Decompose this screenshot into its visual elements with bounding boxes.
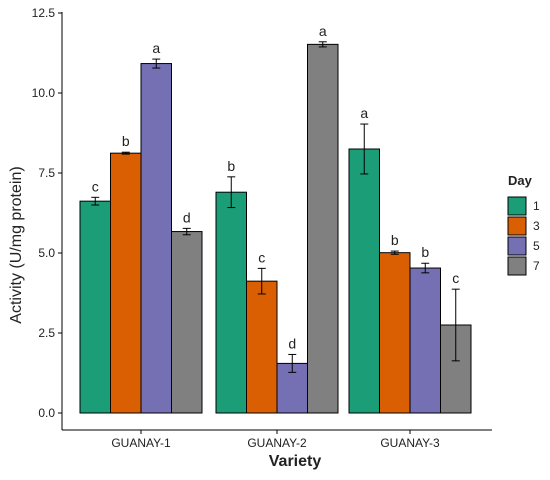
significance-letter: b	[421, 244, 429, 260]
x-tick-label: GUANAY-1	[111, 436, 171, 450]
legend-swatch-day-1	[507, 196, 527, 216]
legend-swatch-day-3	[507, 216, 527, 236]
y-tick-label: 5.0	[38, 246, 55, 260]
x-tick-label: GUANAY-2	[247, 436, 307, 450]
y-tick-label: 12.5	[32, 6, 56, 20]
y-tick-label: 2.5	[38, 326, 55, 340]
y-tick-label: 0.0	[38, 406, 55, 420]
significance-letter: a	[319, 23, 327, 39]
bar-day-3-guanay-2	[246, 280, 278, 414]
bar-day-5-guanay-1	[140, 63, 172, 414]
bar-day-5-guanay-3	[409, 267, 441, 414]
bars-layer	[79, 43, 472, 414]
bar-day-3-guanay-3	[379, 252, 411, 414]
bar-day-7-guanay-1	[171, 231, 203, 414]
significance-letter: b	[391, 232, 399, 248]
legend-swatch-day-5	[507, 236, 527, 256]
significance-letter: d	[183, 209, 191, 225]
axes-layer: 0.0 2.5 5.0 7.5 10.0 12.5 GUANAY-1 GUANAY-2 GUAN…	[32, 6, 492, 450]
bar-day-1-guanay-2	[215, 191, 247, 414]
significance-letter: d	[288, 335, 296, 351]
significance-letters-layer: c b a d b c d a a b b c	[92, 23, 460, 352]
y-axis-title: Activity (U/mg protein)	[8, 166, 25, 323]
error-bars-layer	[91, 41, 460, 373]
legend-label-day-7: 7	[533, 259, 540, 273]
bar-day-7-guanay-2	[307, 43, 339, 414]
legend-label-day-3: 3	[533, 219, 540, 233]
significance-letter: b	[227, 158, 235, 174]
significance-letter: b	[122, 133, 130, 149]
legend-swatch-day-7	[507, 256, 527, 276]
x-axis-title: Variety	[269, 453, 322, 470]
significance-letter: c	[452, 270, 459, 286]
significance-letter: a	[360, 105, 368, 121]
significance-letter: c	[258, 249, 265, 265]
legend-label-day-5: 5	[533, 239, 540, 253]
y-tick-label: 7.5	[38, 166, 55, 180]
x-tick-label: GUANAY-3	[380, 436, 440, 450]
significance-letter: c	[92, 178, 99, 194]
bar-day-1-guanay-1	[79, 200, 111, 414]
significance-letter: a	[152, 40, 160, 56]
bar-day-1-guanay-3	[348, 148, 380, 414]
bar-day-3-guanay-1	[110, 152, 142, 414]
legend-label-day-1: 1	[533, 199, 540, 213]
y-tick-label: 10.0	[32, 86, 56, 100]
legend-title: Day	[508, 173, 533, 188]
